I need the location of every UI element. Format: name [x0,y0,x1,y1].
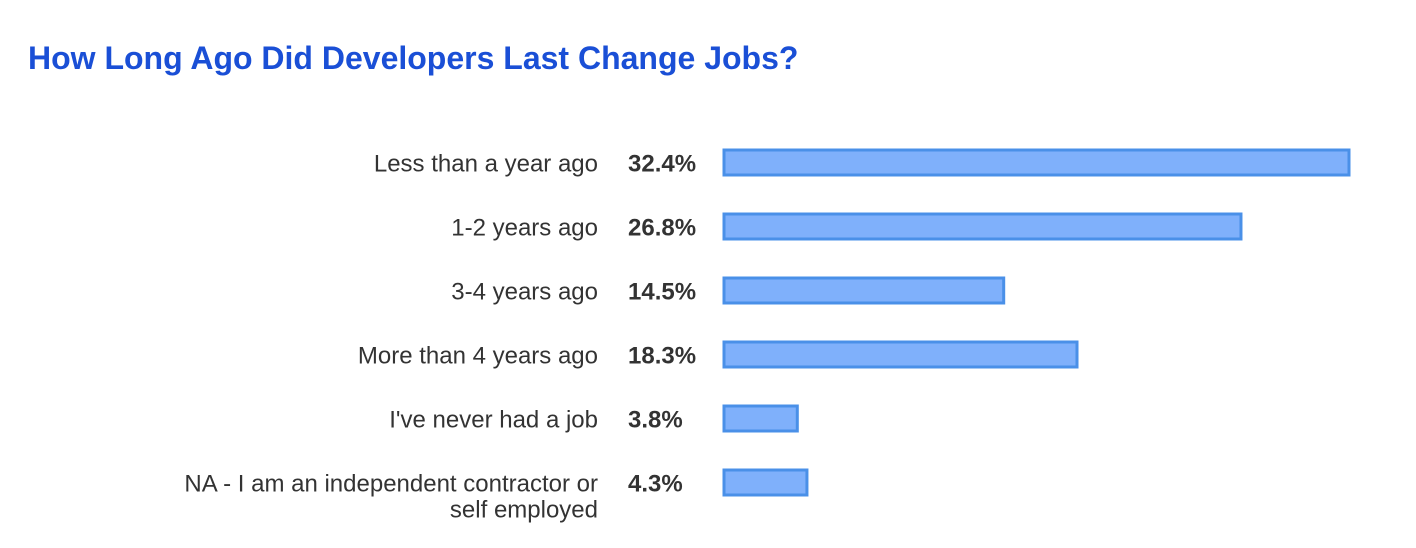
value-label: 32.4% [628,151,696,178]
bars [722,148,1351,497]
bar [722,340,1079,369]
category-label: NA - I am an independent contractor or se… [184,471,598,524]
value-label: 26.8% [628,215,696,242]
bar [722,212,1243,241]
value-label: 14.5% [628,279,696,306]
bar [722,276,1006,305]
value-label: 4.3% [628,471,683,498]
bar [722,468,809,497]
value-label: 18.3% [628,343,696,370]
category-label: I've never had a job [389,407,598,434]
bar [722,148,1351,177]
category-labels: Less than a year ago 1-2 years ago 3-4 yea… [184,151,598,524]
value-labels: 32.4% 26.8% 14.5% 18.3% 3.8% 4.3% [628,151,696,498]
category-label: 3-4 years ago [451,279,598,306]
category-label: More than 4 years ago [358,343,598,370]
bar [722,404,799,433]
chart-title: How Long Ago Did Developers Last Change … [28,40,799,76]
category-label: 1-2 years ago [451,215,598,242]
category-label: Less than a year ago [374,151,598,178]
value-label: 3.8% [628,407,683,434]
